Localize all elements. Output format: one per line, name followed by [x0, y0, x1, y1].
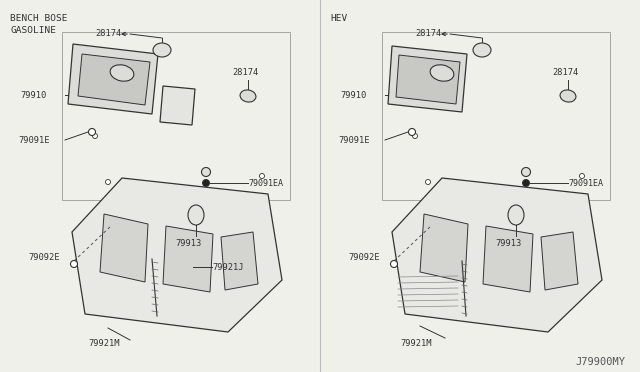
Ellipse shape — [508, 205, 524, 225]
Text: HEV: HEV — [330, 14, 348, 23]
Circle shape — [88, 128, 95, 135]
Polygon shape — [483, 226, 533, 292]
Bar — [100, 281, 114, 288]
Text: BENCH BOSE
GASOLINE: BENCH BOSE GASOLINE — [10, 14, 67, 35]
Circle shape — [202, 180, 209, 186]
Ellipse shape — [153, 43, 171, 57]
Circle shape — [408, 128, 415, 135]
Text: 79091EA: 79091EA — [568, 179, 603, 187]
Ellipse shape — [240, 90, 256, 102]
Ellipse shape — [560, 90, 576, 102]
Polygon shape — [396, 55, 460, 104]
Circle shape — [579, 173, 584, 179]
Circle shape — [390, 260, 397, 267]
Polygon shape — [72, 178, 282, 332]
Text: 79913: 79913 — [495, 240, 521, 248]
Ellipse shape — [188, 205, 204, 225]
Text: 79913: 79913 — [175, 240, 201, 248]
Circle shape — [259, 173, 264, 179]
Ellipse shape — [110, 65, 134, 81]
Text: 79092E: 79092E — [348, 253, 380, 262]
Text: 79921J: 79921J — [212, 263, 243, 272]
Text: 28174: 28174 — [552, 67, 579, 77]
Polygon shape — [100, 214, 148, 282]
Circle shape — [413, 134, 417, 138]
Polygon shape — [68, 44, 158, 114]
Text: 79910: 79910 — [20, 90, 46, 99]
Circle shape — [93, 134, 97, 138]
Text: 28174: 28174 — [95, 29, 121, 38]
Text: 79091E: 79091E — [18, 135, 49, 144]
Polygon shape — [420, 214, 468, 282]
Text: 79921M: 79921M — [400, 340, 431, 349]
Text: 79091EA: 79091EA — [248, 179, 283, 187]
Circle shape — [202, 167, 211, 176]
Polygon shape — [163, 226, 213, 292]
FancyBboxPatch shape — [164, 254, 188, 284]
Ellipse shape — [473, 43, 491, 57]
Text: J79900MY: J79900MY — [575, 357, 625, 367]
Bar — [85, 292, 97, 299]
Text: 79091E: 79091E — [338, 135, 369, 144]
Bar — [100, 292, 114, 299]
Text: 79921M: 79921M — [88, 340, 120, 349]
Text: 28174: 28174 — [415, 29, 441, 38]
Polygon shape — [78, 54, 150, 105]
Circle shape — [70, 260, 77, 267]
Polygon shape — [160, 86, 195, 125]
Ellipse shape — [430, 65, 454, 81]
Bar — [100, 302, 114, 309]
Text: 28174: 28174 — [232, 67, 259, 77]
Circle shape — [522, 167, 531, 176]
Bar — [382, 32, 610, 200]
Polygon shape — [221, 232, 258, 290]
Bar — [85, 281, 97, 288]
Text: 79092E: 79092E — [28, 253, 60, 262]
Circle shape — [106, 180, 111, 185]
Polygon shape — [392, 178, 602, 332]
Bar — [85, 302, 97, 309]
Circle shape — [426, 180, 431, 185]
Text: 79910: 79910 — [340, 90, 366, 99]
Polygon shape — [388, 46, 467, 112]
Bar — [62, 32, 290, 200]
Circle shape — [522, 180, 529, 186]
Polygon shape — [541, 232, 578, 290]
